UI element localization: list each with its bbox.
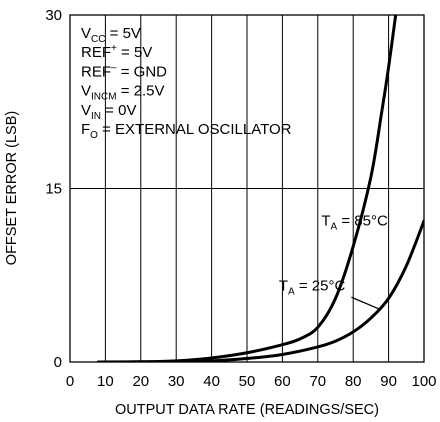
- data-series: [96, 15, 424, 362]
- x-tick-label: 0: [66, 373, 74, 390]
- plot-frame: [69, 14, 425, 363]
- series-label: TA = 25°C: [279, 277, 346, 297]
- condition-line: VCC = 5V: [81, 25, 141, 45]
- y-axis-title: OFFSET ERROR (LSB): [4, 111, 20, 265]
- x-tick-label: 40: [203, 373, 220, 390]
- x-tick-labels: 0 10 20 30 40 50 60 70 80 90 100: [66, 373, 437, 390]
- series-leader-line: [351, 296, 379, 310]
- series-label: TA = 85°C: [321, 213, 388, 233]
- x-tick-label: 60: [274, 373, 291, 390]
- x-axis-title: OUTPUT DATA RATE (READINGS/SEC): [115, 402, 379, 418]
- x-tick-label: 80: [345, 373, 362, 390]
- series-labels: TA = 85°C TA = 25°C: [279, 213, 388, 310]
- y-tick-label: 0: [54, 354, 62, 371]
- x-tick-label: 90: [380, 373, 397, 390]
- y-tick-label: 30: [45, 7, 62, 24]
- y-tick-label: 15: [45, 181, 62, 198]
- series-line: [96, 219, 424, 362]
- condition-line: VIN = 0V: [81, 102, 136, 122]
- condition-line: FO = EXTERNAL OSCILLATOR: [81, 121, 292, 141]
- x-tick-label: 70: [309, 373, 326, 390]
- x-tick-label: 30: [168, 373, 185, 390]
- x-tick-label: 50: [239, 373, 256, 390]
- x-tick-label: 100: [411, 373, 436, 390]
- condition-line: VINCM = 2.5V: [81, 83, 165, 103]
- x-tick-label: 20: [132, 373, 149, 390]
- condition-line: REF– = GND: [81, 62, 167, 80]
- x-tick-label: 10: [97, 373, 114, 390]
- condition-line: REF+ = 5V: [81, 43, 152, 61]
- y-tick-labels: 0 15 30: [45, 7, 62, 371]
- grid-lines: [70, 15, 424, 362]
